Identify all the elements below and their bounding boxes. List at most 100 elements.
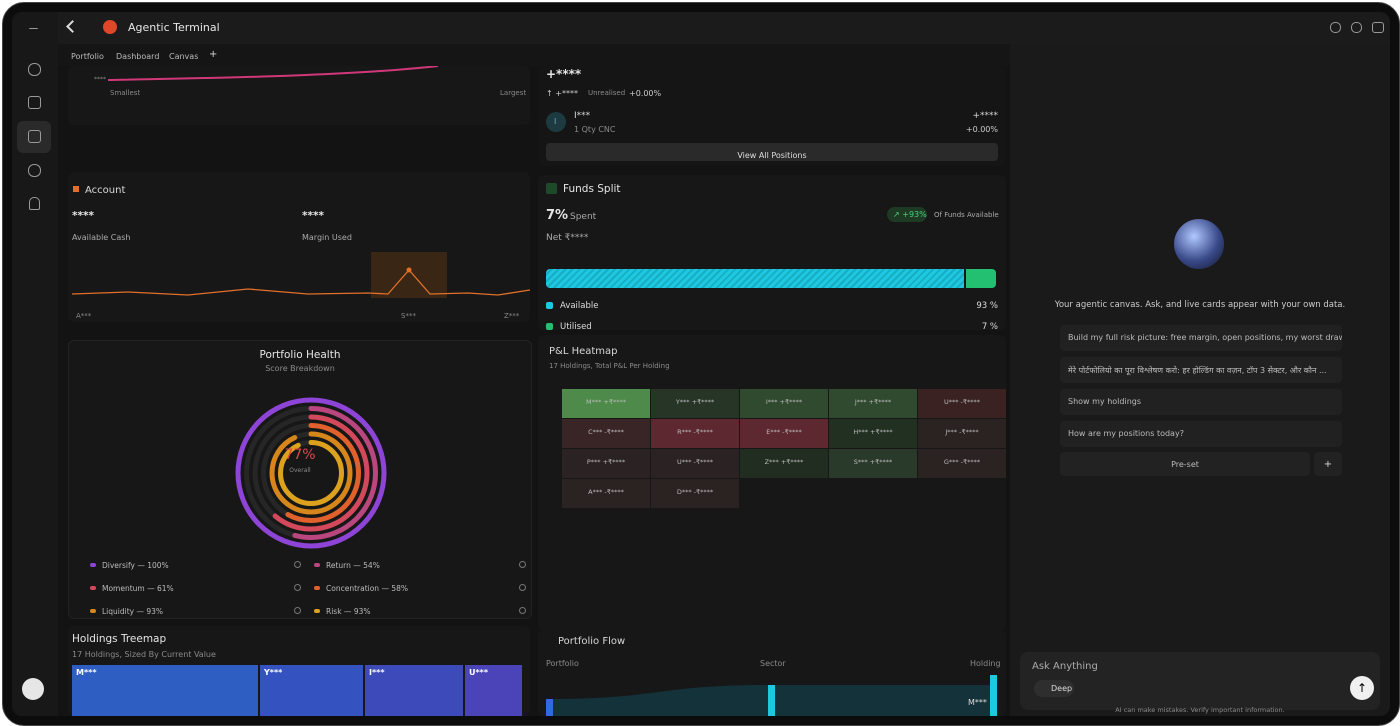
legend-label: Available [560, 301, 599, 311]
change-label: Unrealised [588, 89, 626, 97]
nav-icon[interactable] [28, 164, 41, 177]
nav-active[interactable] [17, 121, 51, 153]
legend-label: Concentration — 58% [326, 584, 408, 593]
flow-column: Sector [760, 659, 786, 668]
highlight [371, 252, 447, 298]
cell-label: Z*** +₹**** [764, 458, 804, 466]
legend-value: 7 % [981, 322, 998, 332]
size-line [107, 66, 439, 81]
menu-icon[interactable] [29, 28, 38, 30]
tab-bar: Portfolio Dashboard Canvas + [58, 44, 1010, 66]
legend-value: 93 % [976, 301, 998, 311]
heatmap-cell: I*** +₹**** [740, 389, 828, 418]
flow-column: Portfolio [546, 659, 579, 668]
change: ↑ +**** [546, 89, 578, 98]
history-icon[interactable] [1351, 22, 1362, 33]
mode-toggle[interactable]: Deep [1034, 680, 1074, 697]
add-tab[interactable]: + [209, 49, 218, 60]
suggestion[interactable]: How are my positions today? [1060, 421, 1342, 447]
change-value: +**** [555, 89, 578, 98]
x-label: S*** [401, 312, 416, 320]
heatmap-cell: E*** -₹**** [740, 419, 828, 448]
card-subtitle: 17 Holdings, Total P&L Per Holding [549, 362, 670, 370]
margin-value: **** [302, 210, 324, 222]
logo [103, 20, 117, 34]
funds-bar [546, 269, 965, 288]
suggestion-text: Build my full risk picture: free margin,… [1068, 333, 1342, 342]
info-icon [519, 607, 526, 614]
cash-label: Available Cash [72, 233, 131, 242]
cell-label: U*** -₹**** [676, 458, 714, 466]
legend-label: Momentum — 61% [102, 584, 174, 593]
spent-value: 7% [546, 208, 569, 223]
flow-node-label: M*** [968, 698, 987, 707]
refresh-icon[interactable] [1330, 22, 1341, 33]
flow-diagram [546, 675, 997, 716]
treemap-tile: Y*** [260, 665, 363, 716]
back-button[interactable] [66, 20, 79, 33]
holding-pct: +0.00% [965, 125, 998, 134]
heatmap-cell: A*** -₹**** [562, 479, 650, 508]
nav-icon[interactable] [28, 63, 41, 76]
send-button[interactable]: ↑ [1350, 676, 1374, 700]
preset-text: Pre-set [1171, 460, 1199, 469]
tile-label: Y*** [264, 668, 283, 677]
assistant-panel: Your agentic canvas. Ask, and live cards… [1010, 44, 1390, 716]
badge-text: ↗ +93% [893, 210, 927, 219]
nav-icon[interactable] [28, 96, 41, 109]
spent-label: Spent [570, 212, 597, 222]
size-chart-card: **** Smallest Largest [68, 66, 530, 125]
cell-label: R*** -₹**** [677, 428, 713, 436]
input-box[interactable]: Ask Anything Deep ↑ [1020, 652, 1380, 710]
suggestion[interactable]: Show my holdings [1060, 389, 1342, 415]
holding-avatar: I [546, 112, 566, 132]
chat-icon[interactable] [1372, 22, 1384, 33]
input-placeholder: Ask Anything [1032, 661, 1098, 672]
tile-label: M*** [76, 668, 97, 677]
nav-icon[interactable] [29, 197, 40, 210]
suggestion[interactable]: मेरे पोर्टफोलियो का पूरा विश्लेषण करो: ह… [1060, 357, 1342, 383]
view-all-button[interactable]: View All Positions [546, 143, 998, 161]
card-title: Portfolio Flow [558, 636, 626, 647]
legend-dot [90, 586, 96, 590]
legend-dot [314, 563, 320, 567]
tile-label: I*** [369, 668, 385, 677]
cell-label: E*** -₹**** [766, 428, 802, 436]
avatar[interactable] [22, 678, 44, 700]
card-subtitle: Score Breakdown [265, 364, 335, 373]
info-icon [294, 584, 301, 591]
add-button[interactable]: + [1314, 452, 1342, 476]
account-chart [71, 252, 530, 298]
treemap-card: Holdings Treemap 17 Holdings, Sized By C… [68, 626, 530, 716]
cell-label: H*** +₹**** [853, 428, 893, 436]
heatmap-cell: J*** -₹**** [918, 419, 1006, 448]
orb [1174, 219, 1224, 269]
cell-label: A*** -₹**** [588, 488, 624, 496]
treemap-tile: U*** [465, 665, 522, 716]
tab[interactable]: Canvas [169, 52, 199, 61]
max-label: Largest [500, 89, 527, 97]
cell-label: J*** -₹**** [945, 428, 979, 436]
button-text: View All Positions [737, 151, 807, 160]
preset-button[interactable]: Pre-set [1060, 452, 1310, 476]
ring [278, 440, 344, 506]
suggestion[interactable]: Build my full risk picture: free margin,… [1060, 325, 1342, 351]
heatmap-cell: M*** +₹**** [562, 389, 650, 418]
ring [252, 414, 370, 532]
tab[interactable]: Dashboard [116, 52, 160, 61]
legend-swatch [546, 323, 553, 330]
disclaimer: AI can make mistakes. Verify important i… [1115, 706, 1285, 714]
ring [261, 423, 361, 523]
cash-line [71, 269, 530, 296]
account-icon [73, 186, 79, 192]
point [406, 267, 412, 273]
legend-label: Utilised [560, 322, 592, 332]
treemap-tile: I*** [365, 665, 463, 716]
ring [235, 397, 387, 549]
legend-label: Return — 54% [326, 561, 380, 570]
tab[interactable]: Portfolio [71, 52, 104, 61]
nav-icon[interactable] [28, 130, 41, 143]
size-curve [107, 66, 439, 81]
heatmap-cell: R*** -₹**** [651, 419, 739, 448]
